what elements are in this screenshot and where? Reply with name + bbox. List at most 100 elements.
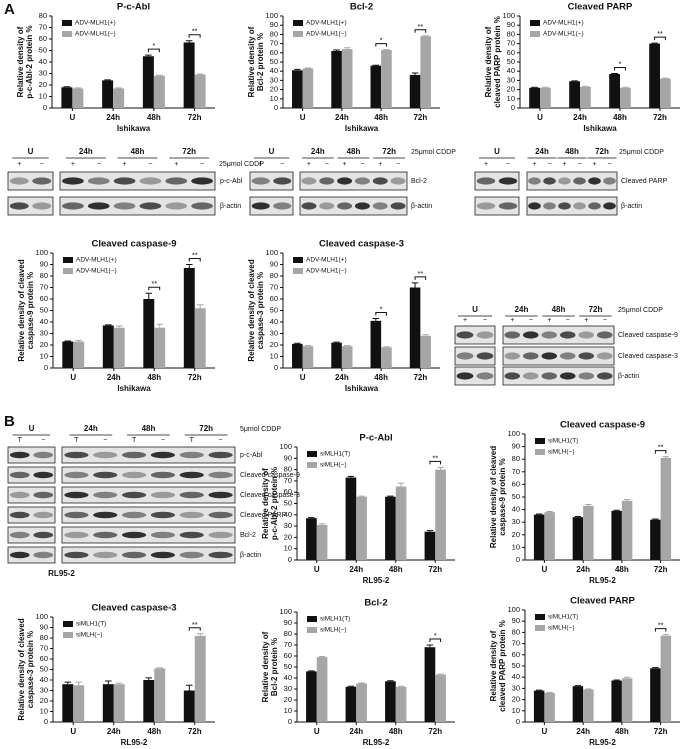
- y-tick-label: 80: [40, 633, 48, 642]
- legend-label: siMLH1(T): [548, 614, 578, 621]
- y-tick-label: 10: [40, 706, 48, 715]
- blot-band: [9, 531, 30, 539]
- error-bar: [115, 682, 123, 685]
- blot-protein-label: Cleaved PARP: [621, 178, 668, 185]
- blot-lane-label: −: [607, 161, 611, 168]
- blot-band: [319, 202, 335, 210]
- error-bar: [546, 691, 553, 693]
- blot-band: [191, 202, 213, 210]
- bar: [409, 287, 421, 368]
- legend-swatch: [293, 268, 303, 274]
- legend-label: ADV-MLH1(−): [75, 31, 116, 38]
- error-bar: [585, 504, 592, 506]
- error-bar: [397, 685, 405, 687]
- y-tick-label: 50: [512, 492, 520, 501]
- x-tick-label: 72h: [188, 727, 202, 736]
- blot-treatment: 25μmol CDDP: [619, 149, 664, 156]
- blot-band: [64, 451, 89, 459]
- bar: [424, 531, 436, 560]
- blot-lane-label: −: [529, 317, 533, 324]
- legend-label: siMLH1(T): [320, 451, 350, 458]
- blot-band: [139, 202, 162, 210]
- y-tick-label: 40: [39, 57, 47, 66]
- y-tick-label: 10: [284, 544, 292, 553]
- blot-band: [476, 331, 494, 339]
- bar: [153, 75, 165, 108]
- bar: [381, 50, 392, 108]
- error-bar: [387, 495, 394, 497]
- bar: [569, 81, 580, 108]
- x-tick-label: 72h: [413, 373, 427, 382]
- error-bar: [145, 54, 152, 57]
- y-tick-label: 100: [502, 11, 515, 20]
- y-tick-label: 90: [512, 442, 520, 451]
- y-tick-label: 60: [40, 294, 48, 303]
- blot-frame: [299, 196, 408, 216]
- legend-swatch: [63, 621, 73, 627]
- x-axis-label: RL95-2: [589, 576, 616, 585]
- y-tick-label: 50: [270, 305, 278, 314]
- error-bar: [196, 633, 204, 636]
- blot-frame: [454, 366, 496, 386]
- blot-band: [354, 202, 370, 210]
- error-bar: [196, 73, 204, 75]
- legend-label: ADV-MLH1(−): [306, 268, 347, 275]
- chart-title: Cleaved caspase-3: [319, 239, 404, 250]
- legend-swatch: [307, 627, 317, 633]
- legend-swatch: [62, 31, 72, 37]
- y-tick-label: 100: [507, 429, 520, 438]
- blot-condition: U: [29, 424, 35, 433]
- error-bar: [318, 656, 326, 658]
- blot-band: [62, 177, 84, 185]
- blot-band: [578, 372, 595, 380]
- error-bar: [411, 282, 419, 288]
- bar: [424, 647, 436, 722]
- y-tick-label: 80: [507, 29, 515, 38]
- blot-band: [543, 177, 556, 185]
- blot-band: [93, 451, 118, 459]
- legend-label: ADV-MLH1(+): [543, 20, 584, 27]
- blot-band: [476, 352, 494, 360]
- x-tick-label: 48h: [147, 373, 161, 382]
- y-axis-label: Bcl-2 protein %: [270, 638, 279, 696]
- blot-band: [603, 202, 616, 210]
- blot-band: [179, 451, 204, 459]
- error-bar: [186, 684, 193, 691]
- significance-bracket: [188, 34, 201, 38]
- blot-frame: [61, 546, 236, 564]
- blot-frame: [249, 196, 294, 216]
- bar: [154, 327, 166, 368]
- blot-frame: [454, 325, 496, 345]
- y-tick-label: 70: [507, 39, 515, 48]
- blot-lane-label: +: [510, 317, 514, 324]
- error-bar: [156, 74, 163, 76]
- bar: [302, 68, 314, 108]
- bar: [331, 342, 342, 368]
- blot-band: [319, 177, 335, 185]
- blot-band: [498, 177, 518, 185]
- blot-lane-label: −: [219, 437, 223, 444]
- blot-band: [558, 177, 571, 185]
- blot-protein-label: Cleaved caspase-3: [618, 353, 678, 360]
- y-tick-label: 20: [284, 532, 292, 541]
- bar: [183, 267, 195, 368]
- blot-band: [541, 331, 558, 339]
- blot-condition: 72h: [199, 424, 213, 433]
- blot-frame: [299, 171, 408, 191]
- blot-frame: [249, 171, 294, 191]
- y-tick-label: 100: [279, 442, 292, 451]
- bar: [306, 671, 317, 722]
- error-bar: [75, 339, 82, 342]
- blot-band: [588, 177, 601, 185]
- legend-swatch: [63, 268, 73, 274]
- x-tick-label: 72h: [188, 373, 202, 382]
- bar: [385, 681, 396, 722]
- blot-frame: [526, 171, 618, 191]
- y-tick-label: 50: [284, 662, 292, 671]
- blot-band: [522, 331, 539, 339]
- error-bar: [358, 682, 365, 684]
- y-axis-label: p-c-Abl-2 protein %: [25, 25, 34, 98]
- blot-lane-label: −: [483, 317, 487, 324]
- blot-band: [390, 202, 406, 210]
- blot-band: [179, 491, 204, 499]
